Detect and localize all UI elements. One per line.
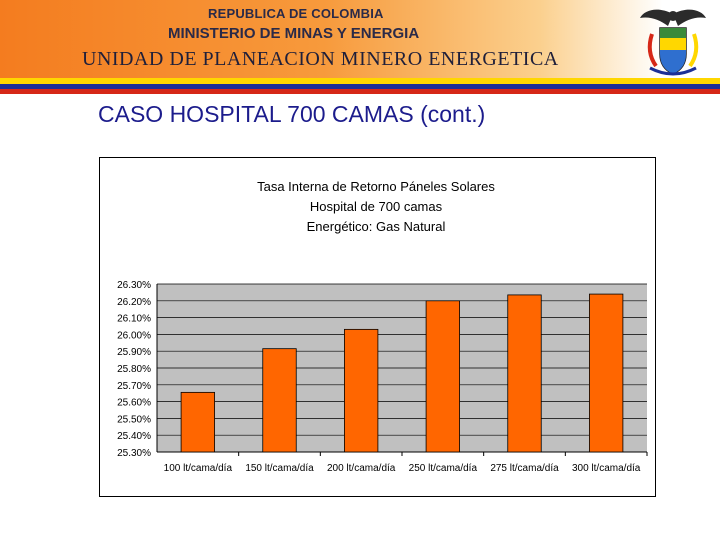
header-banner: REPUBLICA DE COLOMBIA MINISTERIO DE MINA… bbox=[0, 0, 720, 78]
y-tick-label: 25.80% bbox=[117, 364, 151, 375]
y-tick-label: 26.00% bbox=[117, 330, 151, 341]
header-country: REPUBLICA DE COLOMBIA bbox=[208, 6, 384, 21]
y-tick-label: 25.60% bbox=[117, 398, 151, 409]
y-tick-label: 25.40% bbox=[117, 431, 151, 442]
header-unit: UNIDAD DE PLANEACION MINERO ENERGETICA bbox=[82, 48, 559, 70]
coat-of-arms-icon bbox=[640, 9, 706, 76]
flag-stripe-yellow bbox=[0, 78, 720, 84]
x-tick-label: 200 lt/cama/día bbox=[327, 463, 396, 474]
y-tick-label: 26.20% bbox=[117, 297, 151, 308]
bar bbox=[425, 300, 460, 453]
bar bbox=[344, 328, 379, 453]
flag-stripes bbox=[0, 78, 720, 94]
bar bbox=[262, 348, 297, 453]
bar bbox=[589, 293, 624, 453]
flag-stripe-red bbox=[0, 89, 720, 94]
y-tick-label: 25.90% bbox=[117, 347, 151, 358]
y-tick-label: 25.70% bbox=[117, 381, 151, 392]
x-tick-label: 100 lt/cama/día bbox=[164, 463, 233, 474]
chart-container: Tasa Interna de Retorno Páneles Solares H… bbox=[99, 157, 656, 497]
x-tick-label: 150 lt/cama/día bbox=[245, 463, 314, 474]
chart-title-line: Tasa Interna de Retorno Páneles Solares bbox=[257, 179, 495, 194]
chart-title-line: Hospital de 700 camas bbox=[310, 199, 443, 214]
bar-chart: Tasa Interna de Retorno Páneles Solares H… bbox=[117, 179, 648, 474]
y-tick-label: 26.10% bbox=[117, 314, 151, 325]
bar bbox=[180, 391, 215, 453]
bar bbox=[507, 294, 542, 453]
y-tick-label: 25.50% bbox=[117, 414, 151, 425]
header-ministry: MINISTERIO DE MINAS Y ENERGIA bbox=[168, 25, 420, 42]
slide-title: CASO HOSPITAL 700 CAMAS (cont.) bbox=[98, 101, 486, 127]
chart-title-line: Energético: Gas Natural bbox=[307, 219, 446, 234]
x-tick-label: 300 lt/cama/día bbox=[572, 463, 641, 474]
flag-stripe-blue bbox=[0, 84, 720, 89]
x-tick-label: 275 lt/cama/día bbox=[490, 463, 559, 474]
y-tick-label: 25.30% bbox=[117, 448, 151, 459]
x-tick-label: 250 lt/cama/día bbox=[409, 463, 478, 474]
y-tick-label: 26.30% bbox=[117, 280, 151, 291]
